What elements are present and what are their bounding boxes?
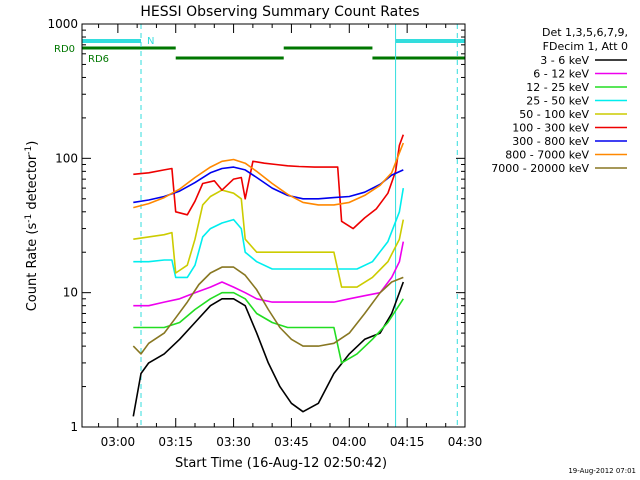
rd0-label: RD0 <box>54 44 75 55</box>
y-tick-label: 1000 <box>47 17 78 31</box>
series-line <box>133 291 404 364</box>
x-tick-label: 03:00 <box>101 435 136 449</box>
night-label: N <box>147 36 154 47</box>
y-axis-label: Count Rate (s-1 detector-1) <box>24 141 40 312</box>
plot-frame <box>81 23 466 428</box>
legend-label: 50 - 100 keV <box>519 108 589 121</box>
legend-label: 7000 - 20000 keV <box>491 162 589 175</box>
x-tick-label: 04:15 <box>390 435 425 449</box>
legend-label: 6 - 12 keV <box>533 68 589 81</box>
legend-label: 25 - 50 keV <box>526 95 589 108</box>
timestamp: 19-Aug-2012 07:01 <box>568 467 636 475</box>
x-tick-label: 04:30 <box>448 435 483 449</box>
legend-label: 800 - 7000 keV <box>505 149 589 162</box>
series-line <box>132 266 404 355</box>
y-tick-label: 10 <box>63 286 78 300</box>
series-line <box>133 187 405 279</box>
legend-label: 12 - 25 keV <box>526 81 589 94</box>
series-line <box>133 142 405 209</box>
legend-label: 3 - 6 keV <box>540 54 589 67</box>
series-line <box>133 189 405 288</box>
y-axis: 1 10 100 1000 <box>47 17 465 434</box>
series-line <box>133 166 404 204</box>
series-line <box>132 281 405 417</box>
x-axis-label: Start Time (16-Aug-12 02:50:42) <box>175 456 387 471</box>
legend-label: 100 - 300 keV <box>512 122 589 135</box>
x-tick-label: 03:15 <box>158 435 193 449</box>
legend-label: 300 - 800 keV <box>512 135 589 148</box>
series-line <box>133 134 405 230</box>
x-axis: 03:00 03:15 03:30 03:45 04:00 04:15 04:30 <box>98 24 483 449</box>
legend-header-line-2: FDecim 1, Att 0 <box>543 40 628 53</box>
y-tick-label: 1 <box>70 420 78 434</box>
series-lines <box>132 134 405 417</box>
chart-title: HESSI Observing Summary Count Rates <box>140 4 419 20</box>
flag-bars: RD0 RD6 N <box>54 36 465 65</box>
x-tick-label: 04:00 <box>332 435 367 449</box>
x-tick-label: 03:45 <box>274 435 309 449</box>
y-tick-label: 100 <box>55 151 78 165</box>
series-line <box>133 241 405 307</box>
rd6-label: RD6 <box>88 54 109 65</box>
x-tick-label: 03:30 <box>216 435 251 449</box>
legend: Det 1,3,5,6,7,9, FDecim 1, Att 0 3 - 6 k… <box>491 26 628 175</box>
legend-header-line-1: Det 1,3,5,6,7,9, <box>542 26 628 39</box>
